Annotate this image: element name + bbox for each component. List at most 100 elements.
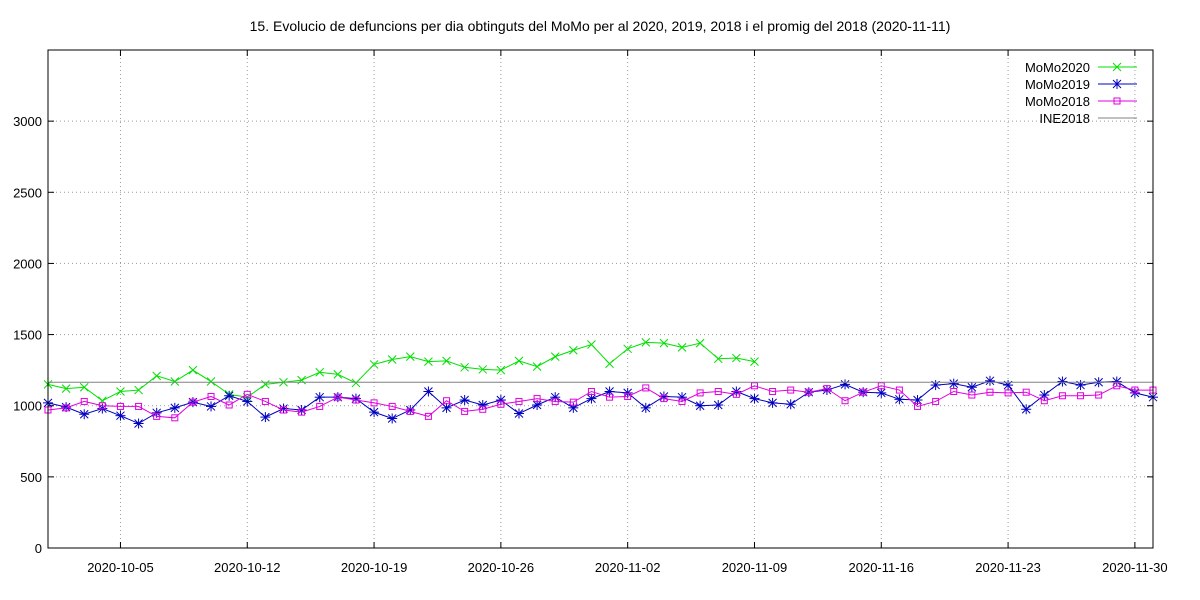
data-point-momo2020: [188, 365, 198, 375]
data-point-momo2018: [914, 402, 922, 410]
data-point-momo2019: [767, 397, 778, 408]
data-point-momo2019: [532, 400, 543, 411]
data-point-momo2018: [298, 408, 306, 416]
data-point-momo2020: [677, 343, 687, 352]
legend-label-momo2018: MoMo2018: [1025, 94, 1090, 109]
data-point-momo2020: [405, 352, 415, 361]
data-point-momo2019: [169, 402, 180, 413]
data-point-momo2018: [569, 398, 577, 406]
data-point-momo2020: [297, 375, 306, 385]
data-point-momo2019: [133, 418, 144, 429]
data-point-momo2019: [1075, 380, 1086, 391]
data-point-momo2018: [732, 390, 740, 398]
data-point-momo2020: [206, 377, 216, 386]
data-point-momo2019: [695, 400, 706, 411]
data-point-momo2018: [660, 395, 668, 403]
data-point-momo2019: [876, 387, 887, 398]
data-point-momo2018: [787, 386, 795, 394]
data-point-momo2018: [352, 396, 360, 404]
data-point-momo2019: [1021, 404, 1032, 415]
data-point-momo2019: [79, 409, 90, 420]
data-point-momo2019: [513, 408, 524, 419]
x-tick-label: 2020-10-05: [87, 560, 154, 575]
legend-label-momo2019: MoMo2019: [1025, 77, 1090, 92]
legend-marker-momo2020: [1112, 62, 1122, 72]
y-tick-label: 0: [35, 541, 42, 556]
data-point-momo2018: [859, 388, 867, 396]
x-tick-label: 2020-10-19: [341, 560, 408, 575]
data-point-momo2019: [459, 395, 470, 406]
data-point-momo2020: [442, 356, 451, 366]
data-point-momo2020: [713, 354, 723, 364]
data-point-momo2020: [387, 355, 397, 364]
data-point-momo2018: [406, 407, 414, 415]
series-group: [43, 338, 1158, 429]
data-point-momo2018: [62, 404, 70, 412]
data-point-momo2019: [912, 395, 923, 406]
y-tick-label: 2000: [13, 256, 42, 271]
data-point-momo2019: [640, 402, 651, 413]
data-point-momo2018: [515, 397, 523, 405]
x-tick-label: 2020-10-26: [468, 560, 535, 575]
x-tick-label: 2020-11-30: [1102, 560, 1168, 575]
series-line-momo2019: [47, 380, 1154, 425]
data-point-momo2018: [80, 397, 88, 405]
data-point-momo2020: [116, 387, 125, 396]
data-point-momo2020: [134, 385, 143, 395]
data-point-momo2019: [948, 378, 959, 389]
data-point-momo2018: [551, 397, 559, 405]
data-point-momo2019: [314, 392, 325, 403]
data-point-momo2018: [279, 406, 287, 414]
data-point-momo2019: [1003, 380, 1014, 391]
data-point-momo2018: [461, 407, 469, 415]
x-tick-label: 2020-11-16: [849, 560, 915, 575]
data-point-momo2020: [750, 357, 759, 366]
data-point-momo2019: [984, 375, 995, 386]
x-tick-label: 2020-11-09: [722, 560, 788, 575]
data-point-momo2018: [678, 397, 686, 405]
data-point-momo2018: [750, 382, 758, 390]
data-point-momo2018: [243, 390, 251, 398]
data-point-momo2019: [260, 412, 271, 423]
data-point-momo2019: [840, 379, 851, 390]
data-point-momo2019: [206, 401, 217, 412]
data-point-momo2018: [116, 402, 124, 410]
y-tick-label: 1500: [13, 328, 42, 343]
data-point-momo2018: [769, 387, 777, 395]
data-point-momo2020: [79, 382, 89, 392]
series-momo2020: [43, 338, 759, 406]
data-point-momo2020: [496, 365, 506, 375]
data-point-momo2018: [261, 397, 269, 405]
data-point-momo2018: [714, 387, 722, 395]
data-point-momo2018: [479, 405, 487, 413]
data-point-momo2018: [225, 401, 233, 409]
data-point-momo2018: [624, 392, 632, 400]
x-tick-label: 2020-10-12: [214, 560, 281, 575]
y-tick-label: 500: [20, 470, 42, 485]
series-momo2018: [44, 382, 1157, 422]
data-point-momo2020: [568, 345, 578, 355]
data-point-momo2019: [1057, 376, 1068, 387]
axis-ticks: 0 500 1000 1500 2000 2500 3000 2020-10-05 2020-1…: [13, 50, 1168, 575]
data-point-momo2020: [532, 362, 542, 371]
series-momo2019: [43, 375, 1158, 429]
y-tick-label: 3000: [13, 114, 42, 129]
data-point-momo2018: [370, 399, 378, 407]
legend-label-ine2018: INE2018: [1039, 111, 1090, 126]
data-point-momo2019: [115, 410, 126, 421]
legend-label-momo2020: MoMo2020: [1025, 60, 1090, 75]
data-point-momo2019: [749, 393, 760, 404]
data-point-momo2018: [805, 388, 813, 396]
data-point-momo2018: [1040, 397, 1048, 405]
data-point-momo2020: [550, 352, 560, 361]
data-point-momo2020: [732, 353, 741, 363]
data-point-momo2018: [153, 412, 161, 420]
data-point-momo2018: [334, 393, 342, 401]
data-point-momo2018: [950, 387, 958, 395]
data-point-momo2020: [659, 338, 669, 348]
data-point-momo2018: [1004, 389, 1012, 397]
data-point-momo2018: [932, 397, 940, 405]
data-point-momo2019: [713, 400, 724, 411]
data-point-momo2020: [351, 378, 361, 388]
